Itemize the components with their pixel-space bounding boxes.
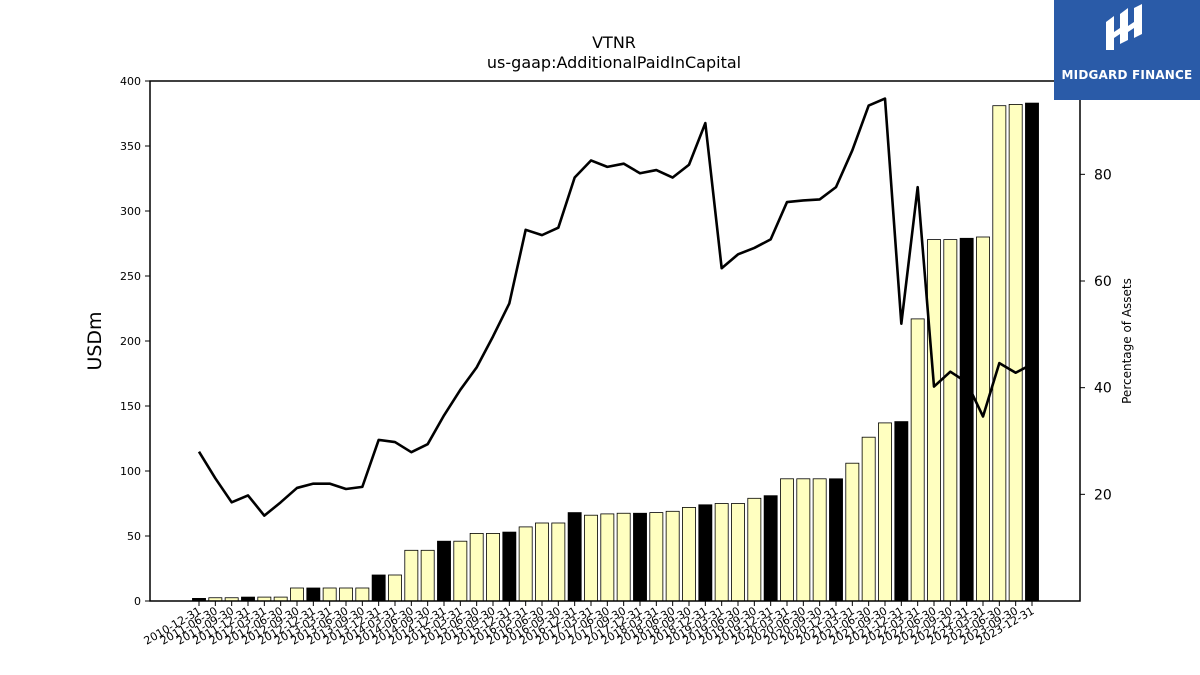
logo: MIDGARD FINANCE xyxy=(1054,0,1200,100)
bar xyxy=(845,462,860,602)
y2-tick-label: 80 xyxy=(1094,167,1112,183)
bar xyxy=(322,587,337,602)
y-axis-label: USDm xyxy=(84,311,106,370)
logo-text: MIDGARD FINANCE xyxy=(1061,68,1193,82)
bar xyxy=(469,533,484,602)
chart-subtitle: us-gaap:AdditionalPaidInCapital xyxy=(487,53,741,72)
y-tick-label: 350 xyxy=(120,140,141,153)
bar xyxy=(453,540,468,602)
bar xyxy=(1008,104,1023,602)
bar xyxy=(878,422,892,602)
y-tick-label: 150 xyxy=(120,400,141,413)
bar xyxy=(698,504,713,602)
bar xyxy=(404,549,419,602)
bar xyxy=(535,522,549,602)
bar xyxy=(290,587,304,602)
bar xyxy=(927,239,941,602)
bar xyxy=(420,549,435,602)
y2-tick-label: 40 xyxy=(1094,381,1112,397)
bar xyxy=(502,531,517,602)
bar xyxy=(1025,102,1039,602)
bar xyxy=(567,512,582,602)
bar xyxy=(616,512,631,602)
bar xyxy=(388,574,402,602)
bar xyxy=(682,506,696,602)
y2-tick-label: 20 xyxy=(1094,487,1112,503)
bar xyxy=(747,497,762,602)
y-tick-label: 300 xyxy=(120,205,141,218)
y2-tick-label: 60 xyxy=(1094,274,1112,290)
bar xyxy=(861,436,876,602)
y-tick-label: 200 xyxy=(120,335,141,348)
bar-group xyxy=(192,102,1039,602)
bar xyxy=(355,587,370,602)
bar xyxy=(584,514,598,602)
y2-axis-label: Percentage of Assets xyxy=(1120,278,1134,404)
bar xyxy=(796,478,811,602)
bar xyxy=(731,503,745,602)
bar xyxy=(959,237,974,602)
y-tick-label: 100 xyxy=(120,465,141,478)
bar xyxy=(829,478,843,602)
bar xyxy=(518,526,533,602)
bar xyxy=(894,421,909,602)
y-tick-label: 50 xyxy=(127,530,141,543)
bar xyxy=(943,239,958,602)
y-tick-label: 400 xyxy=(120,75,141,88)
bar xyxy=(665,510,680,602)
bar xyxy=(371,574,386,602)
bar xyxy=(910,318,925,602)
bar xyxy=(763,495,778,602)
chart-title: VTNR xyxy=(592,33,636,52)
y-tick-label: 250 xyxy=(120,270,141,283)
bar xyxy=(600,513,615,602)
bar xyxy=(780,478,794,602)
bar xyxy=(992,105,1007,602)
bar xyxy=(339,587,353,602)
y-tick-label: 0 xyxy=(134,595,141,608)
bar xyxy=(649,512,664,602)
bar xyxy=(812,478,827,602)
bar xyxy=(306,587,321,602)
series-line xyxy=(197,97,1033,517)
logo-mark-icon xyxy=(1106,4,1142,50)
bar xyxy=(486,533,500,602)
bar xyxy=(976,236,990,602)
bar xyxy=(437,540,451,602)
line-group xyxy=(197,97,1033,517)
bar xyxy=(714,503,729,602)
bar xyxy=(551,522,566,602)
bar xyxy=(633,512,647,602)
